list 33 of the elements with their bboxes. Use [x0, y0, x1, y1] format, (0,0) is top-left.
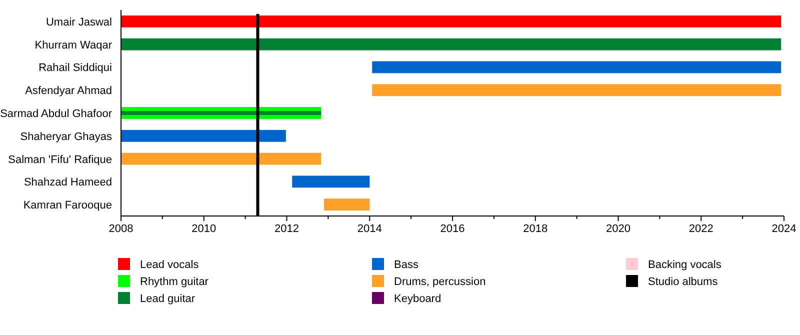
bar	[121, 152, 322, 165]
bar	[372, 84, 782, 96]
x-tick-label: 2022	[688, 223, 714, 235]
legend-label: Lead guitar	[140, 293, 196, 305]
bar	[324, 198, 370, 211]
x-tick-label: 2018	[523, 223, 548, 235]
y-tick-label: Umair Jaswal	[46, 16, 112, 28]
y-tick-label: Sarmad Abdul Ghafoor	[0, 108, 112, 120]
bar	[292, 176, 370, 188]
x-tick-label: 2014	[357, 223, 382, 235]
bar	[121, 130, 286, 142]
bar	[121, 15, 782, 28]
x-tick-label: 2008	[108, 223, 134, 235]
legend-label: Keyboard	[394, 293, 442, 305]
y-tick-label: Shahzad Hameed	[24, 176, 112, 189]
legend-label: Studio albums	[648, 276, 718, 288]
legend-label: Bass	[394, 259, 419, 271]
legend-label: Backing vocals	[648, 259, 722, 271]
y-tick-label: Salman 'Fifu' Rafique	[8, 154, 112, 166]
y-tick-label: Kamran Farooque	[23, 200, 112, 212]
y-tick-label: Shaheryar Ghayas	[20, 130, 112, 143]
y-tick-label: Rahail Siddiqui	[38, 62, 112, 74]
x-tick-label: 2016	[440, 223, 465, 235]
legend-label: Drums, percussion	[394, 276, 486, 288]
x-tick-label: 2010	[192, 223, 216, 235]
y-tick-label: Khurram Waqar	[34, 39, 112, 52]
legend-label: Lead vocals	[140, 259, 200, 271]
x-tick-label: 2020	[606, 223, 630, 235]
x-tick-label: 2012	[274, 223, 299, 235]
legend-label: Rhythm guitar	[140, 276, 209, 288]
y-tick-label: Asfendyar Ahmad	[25, 85, 112, 98]
x-tick-label: 2024	[772, 223, 796, 235]
bar	[372, 61, 782, 74]
